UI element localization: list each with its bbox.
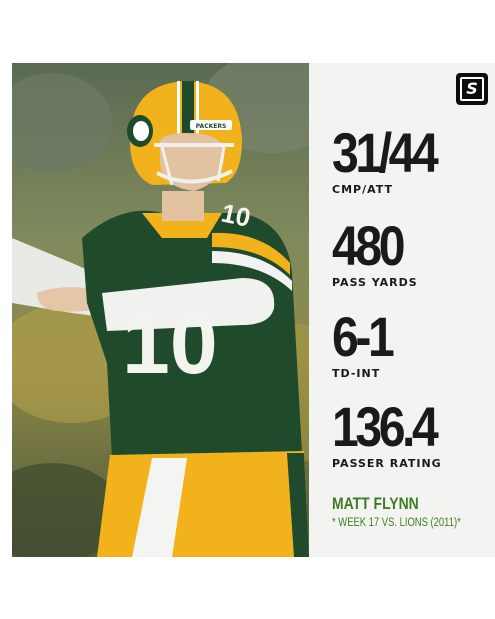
stat-pass-yards: 480 PASS YARDS <box>332 214 418 290</box>
jersey-number: 10 <box>122 296 218 392</box>
brand-logo: S <box>456 73 488 105</box>
stat-label: PASSER RATING <box>332 457 442 470</box>
shoulder-number: 10 <box>219 198 254 233</box>
stat-passer-rating: 136.4 PASSER RATING <box>332 395 452 471</box>
stat-label: TD-INT <box>332 367 381 380</box>
stat-label: PASS YARDS <box>332 276 418 289</box>
stat-value: 6-1 <box>332 305 395 368</box>
stat-cmp-att: 31/44 CMP/ATT <box>332 121 452 197</box>
game-info: * WEEK 17 VS. LIONS (2011)* <box>332 517 461 529</box>
helmet-text: PACKERS <box>196 123 227 130</box>
stat-td-int: 6-1 TD-INT <box>332 305 401 381</box>
stat-card: 10 10 PACKERS <box>12 63 495 557</box>
stat-value: 136.4 <box>332 395 439 458</box>
stat-label: CMP/ATT <box>332 183 394 196</box>
stat-value: 480 <box>332 214 405 277</box>
stats-panel: S 31/44 CMP/ATT 480 PASS YARDS 6-1 TD-IN… <box>309 63 495 557</box>
player-photo: 10 10 PACKERS <box>12 63 309 557</box>
stat-value: 31/44 <box>332 121 439 184</box>
brand-logo-letter: S <box>460 77 484 101</box>
player-name: MATT FLYNN <box>332 494 419 513</box>
quarterback-illustration: 10 10 PACKERS <box>12 63 309 557</box>
